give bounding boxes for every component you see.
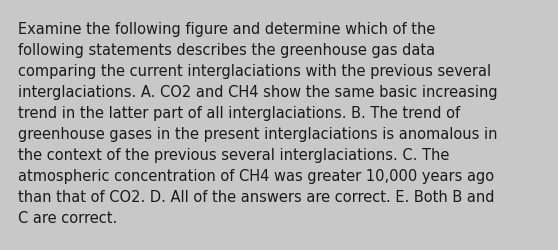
Text: Examine the following figure and determine which of the: Examine the following figure and determi…	[18, 22, 435, 37]
Text: trend in the latter part of all interglaciations. B. The trend of: trend in the latter part of all intergla…	[18, 106, 460, 120]
Text: atmospheric concentration of CH4 was greater 10,000 years ago: atmospheric concentration of CH4 was gre…	[18, 168, 494, 183]
Text: interglaciations. A. CO2 and CH4 show the same basic increasing: interglaciations. A. CO2 and CH4 show th…	[18, 85, 498, 100]
Text: C are correct.: C are correct.	[18, 210, 117, 225]
Text: greenhouse gases in the present interglaciations is anomalous in: greenhouse gases in the present intergla…	[18, 126, 498, 142]
Text: following statements describes the greenhouse gas data: following statements describes the green…	[18, 43, 435, 58]
Text: comparing the current interglaciations with the previous several: comparing the current interglaciations w…	[18, 64, 491, 79]
Text: the context of the previous several interglaciations. C. The: the context of the previous several inte…	[18, 148, 449, 162]
Text: than that of CO2. D. All of the answers are correct. E. Both B and: than that of CO2. D. All of the answers …	[18, 189, 494, 204]
